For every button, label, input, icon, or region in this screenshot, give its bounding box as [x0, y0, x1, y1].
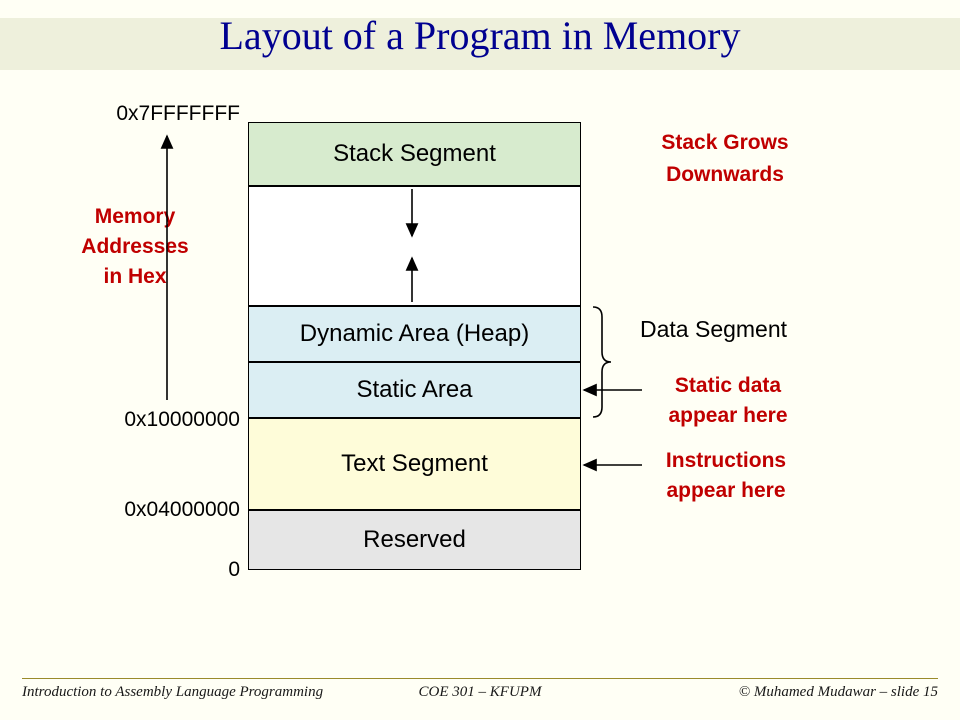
slide: Layout of a Program in Memory Stack Segm… [0, 0, 960, 720]
brace-data-segment [593, 307, 611, 417]
footer-right: © Muhamed Mudawar – slide 15 [739, 684, 938, 701]
arrows-layer [0, 0, 960, 720]
footer-divider [22, 678, 938, 679]
